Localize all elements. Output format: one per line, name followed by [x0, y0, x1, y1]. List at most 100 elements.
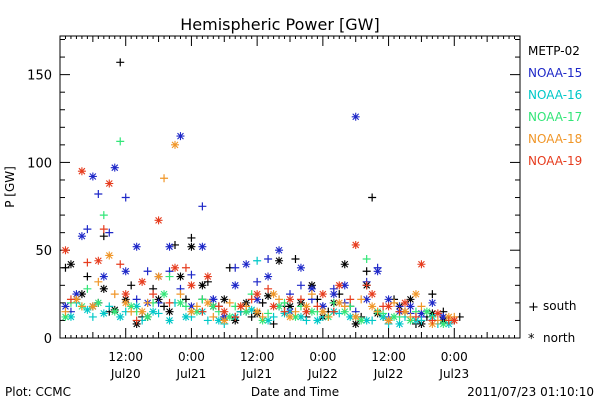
- south-point: [105, 228, 114, 237]
- north-point: [94, 298, 103, 307]
- north-point: [225, 312, 234, 321]
- south-point: [132, 316, 141, 325]
- north-point: [318, 307, 327, 316]
- marker-key: + south * north: [528, 299, 577, 347]
- south-point: [368, 193, 377, 202]
- south-point: [258, 298, 267, 307]
- north-point: [253, 307, 262, 316]
- south-point: [198, 295, 207, 304]
- y-tick-label: 150: [27, 69, 52, 84]
- north-point: [422, 307, 431, 316]
- north-point: [121, 267, 130, 276]
- legend-entry: NOAA-19: [528, 154, 582, 168]
- north-point: [318, 290, 327, 299]
- north-point: [121, 298, 130, 307]
- south-point: [198, 307, 207, 316]
- south-point: [264, 284, 273, 293]
- north-point: [362, 295, 371, 304]
- south-marker-symbol: +: [528, 300, 539, 315]
- south-point: [83, 272, 92, 281]
- north-point: [362, 316, 371, 325]
- x-tick-label-time: 0:00: [309, 350, 336, 364]
- x-tick-label-time: 12:00: [371, 350, 406, 364]
- north-point: [165, 307, 174, 316]
- south-point: [187, 233, 196, 242]
- north-point: [127, 302, 136, 311]
- south-point: [269, 319, 278, 328]
- north-point: [368, 290, 377, 299]
- north-point: [66, 312, 75, 321]
- south-point: [187, 270, 196, 279]
- north-point: [99, 272, 108, 281]
- north-point: [132, 302, 141, 311]
- south-point: [176, 290, 185, 299]
- chart-title: Hemispheric Power [GW]: [180, 15, 379, 34]
- south-point: [307, 290, 316, 299]
- south-point: [165, 272, 174, 281]
- north-point: [439, 312, 448, 321]
- north-point: [181, 312, 190, 321]
- south-point: [231, 312, 240, 321]
- north-point: [203, 272, 212, 281]
- north-point: [335, 281, 344, 290]
- north-point: [395, 319, 404, 328]
- south-point: [209, 312, 218, 321]
- south-point: [269, 312, 278, 321]
- south-point: [296, 295, 305, 304]
- x-tick-label-date: Jul22: [373, 367, 404, 381]
- north-point: [138, 307, 147, 316]
- south-marker-label: south: [543, 299, 577, 313]
- south-point: [379, 309, 388, 318]
- north-point: [264, 291, 273, 300]
- north-point: [264, 272, 273, 281]
- south-point: [165, 298, 174, 307]
- north-point: [171, 140, 179, 149]
- north-point: [433, 309, 442, 318]
- south-point: [83, 284, 92, 293]
- north-point: [269, 290, 278, 299]
- north-point: [401, 298, 409, 307]
- north-point: [351, 112, 360, 121]
- north-point: [176, 132, 185, 141]
- north-point: [132, 242, 141, 251]
- north-point: [154, 216, 163, 225]
- south-point: [302, 316, 311, 325]
- south-point: [94, 277, 103, 286]
- north-point: [160, 290, 169, 299]
- north-point: [72, 295, 81, 304]
- north-point: [406, 295, 415, 304]
- north-point: [411, 290, 420, 299]
- footer-credit: Plot: CCMC: [5, 385, 71, 399]
- south-point: [116, 260, 125, 269]
- south-point: [198, 202, 207, 211]
- south-point: [390, 298, 399, 307]
- south-point: [296, 281, 305, 290]
- north-point: [83, 305, 92, 314]
- south-point: [362, 281, 371, 290]
- south-point: [203, 316, 212, 325]
- y-axis: 0 50 100 150: [27, 39, 520, 347]
- north-point: [236, 302, 245, 311]
- north-point: [357, 316, 366, 325]
- north-point: [406, 302, 415, 311]
- south-point: [83, 258, 92, 267]
- south-point: [94, 190, 103, 199]
- north-marker-symbol: *: [528, 332, 535, 347]
- north-point: [61, 312, 70, 321]
- north-point: [66, 260, 75, 269]
- north-point: [286, 302, 294, 311]
- north-point: [203, 298, 212, 307]
- north-point: [307, 284, 316, 293]
- north-point: [307, 307, 316, 316]
- north-point: [401, 307, 409, 316]
- north-point: [286, 295, 294, 304]
- south-point: [160, 302, 169, 311]
- north-point: [220, 316, 229, 325]
- north-point: [253, 295, 262, 304]
- north-point: [61, 302, 70, 311]
- north-point: [198, 281, 207, 290]
- north-point: [187, 302, 196, 311]
- north-point: [88, 172, 97, 181]
- south-point: [340, 302, 349, 311]
